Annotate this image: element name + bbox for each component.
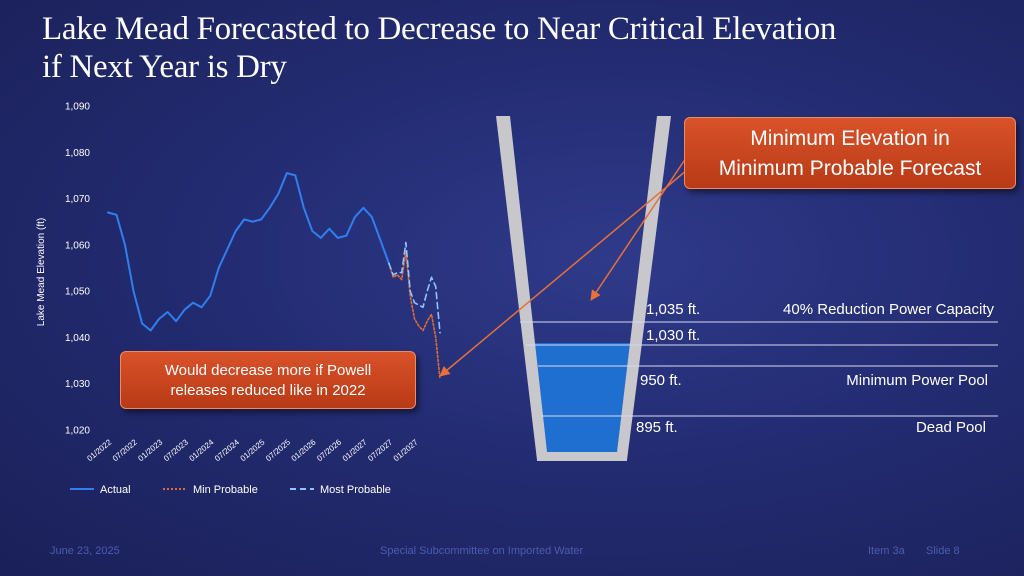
series-line-0 — [107, 172, 297, 332]
y-tick-label: 1,030 — [65, 379, 90, 390]
x-tick-label: 07/2025 — [264, 437, 292, 463]
callout-top-line-2: Minimum Probable Forecast — [718, 157, 982, 180]
y-tick-label: 1,080 — [65, 148, 90, 159]
reservoir-wall-bottom — [537, 452, 627, 461]
x-tick-label: 07/2027 — [366, 437, 394, 463]
x-tick-label: 07/2026 — [315, 437, 343, 463]
level-label-950: 950 ft. — [640, 372, 682, 389]
x-tick-label: 01/2022 — [85, 437, 113, 463]
x-tick-label: 01/2025 — [239, 437, 267, 463]
minimum-elevation-callout: Minimum Elevation in Minimum Probable Fo… — [684, 117, 1016, 189]
reservoir-diagram: 1,035 ft. 40% Reduction Power Capacity 1… — [496, 116, 998, 461]
callout-top-line-1: Minimum Elevation in — [750, 127, 950, 150]
elevation-chart: Lake Mead Elevation (ft) 1,020 1,030 1,040… — [36, 102, 441, 496]
series-line-2 — [388, 251, 441, 380]
x-tick-label: 07/2022 — [111, 437, 139, 463]
y-tick-label: 1,020 — [65, 426, 90, 437]
y-tick-label: 1,090 — [65, 102, 90, 113]
reservoir-wall-right — [617, 116, 671, 460]
y-tick-label: 1,040 — [65, 333, 90, 344]
legend-label: Min Probable — [193, 484, 258, 496]
y-tick-label: 1,070 — [65, 194, 90, 205]
title-line-1: Lake Mead Forecasted to Decrease to Near… — [42, 11, 837, 47]
x-tick-label: 01/2027 — [341, 437, 369, 463]
x-tick-label: 07/2024 — [213, 437, 241, 463]
level-desc-950: Minimum Power Pool — [846, 372, 988, 389]
x-tick-label: 01/2023 — [136, 437, 164, 463]
arrow-to-reservoir — [590, 151, 691, 301]
footer-item: Item 3a — [868, 545, 905, 557]
y-tick-label: 1,060 — [65, 240, 90, 251]
legend-label: Most Probable — [320, 484, 391, 496]
x-tick-label: 01/2026 — [290, 437, 318, 463]
level-desc-895: Dead Pool — [916, 419, 986, 436]
level-desc-1035: 40% Reduction Power Capacity — [783, 301, 994, 318]
legend-label: Actual — [100, 484, 131, 496]
y-axis-label: Lake Mead Elevation (ft) — [36, 218, 47, 326]
callout-left-line-2: releases reduced like in 2022 — [170, 382, 366, 399]
level-label-1035: 1,035 ft. — [646, 301, 700, 318]
footer-committee: Special Subcommittee on Imported Water — [380, 545, 584, 557]
slide-title: Lake Mead Forecasted to Decrease to Near… — [42, 10, 1002, 86]
footer-date: June 23, 2025 — [50, 545, 120, 557]
reservoir-water — [533, 343, 630, 452]
y-tick-label: 1,050 — [65, 287, 90, 298]
x-tick-label: 07/2023 — [162, 437, 190, 463]
reservoir-wall-left — [496, 116, 547, 460]
series-line-1 — [294, 174, 390, 265]
level-label-1030: 1,030 ft. — [646, 327, 700, 344]
x-tick-label: 01/2027 — [392, 437, 420, 463]
footer-slide: Slide 8 — [926, 545, 960, 557]
level-label-895: 895 ft. — [636, 419, 678, 436]
title-line-2: if Next Year is Dry — [42, 49, 287, 85]
powell-release-callout: Would decrease more if Powell releases r… — [120, 351, 416, 409]
x-tick-label: 01/2024 — [187, 437, 215, 463]
series-line-3 — [388, 241, 441, 334]
callout-left-line-1: Would decrease more if Powell — [164, 362, 372, 379]
arrow-to-chart — [439, 169, 688, 377]
